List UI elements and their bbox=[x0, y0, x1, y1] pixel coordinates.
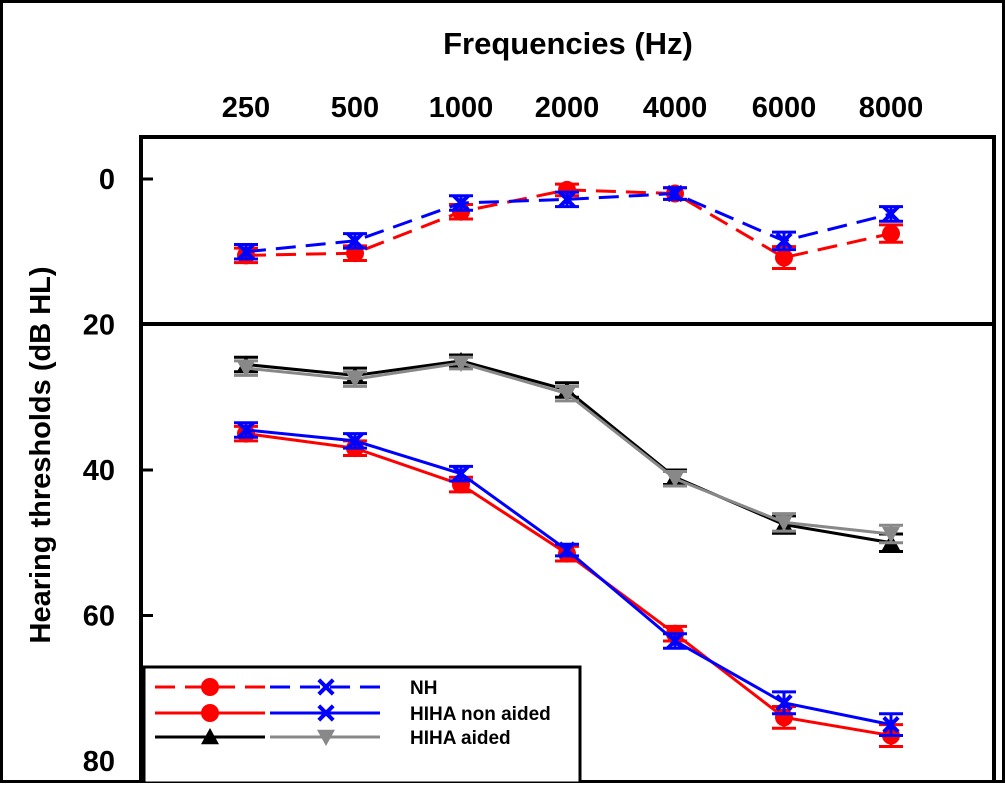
legend-entry: HIHA non aided bbox=[155, 704, 551, 725]
x-tick-label: 6000 bbox=[752, 92, 817, 124]
legend-label: HIHA non aided bbox=[410, 704, 551, 725]
y-axis-label: Hearing thresholds (dB HL) bbox=[25, 266, 57, 643]
legend-marker-right bbox=[317, 678, 335, 696]
data-point bbox=[346, 432, 364, 450]
legend: NH HIHA non aided HIHA aided bbox=[142, 665, 582, 785]
legend-marker-left bbox=[201, 704, 219, 722]
data-point bbox=[666, 471, 684, 488]
x-tick-label: 1000 bbox=[429, 92, 494, 124]
data-point bbox=[882, 205, 900, 223]
data-point bbox=[882, 716, 900, 734]
legend-marker-left bbox=[201, 728, 219, 745]
data-point bbox=[775, 515, 793, 532]
x-tick-label: 8000 bbox=[859, 92, 924, 124]
data-point bbox=[775, 232, 793, 250]
data-point bbox=[558, 190, 576, 208]
legend-label: HIHA aided bbox=[410, 728, 511, 749]
y-tick-label: 40 bbox=[83, 455, 115, 487]
data-point bbox=[346, 371, 364, 389]
x-tick-label: 4000 bbox=[643, 92, 708, 124]
data-point bbox=[452, 355, 470, 373]
legend-marker-left bbox=[201, 678, 219, 696]
data-point bbox=[882, 526, 900, 544]
data-point bbox=[346, 232, 364, 250]
y-tick-label: 80 bbox=[83, 746, 115, 778]
legend-items: NH HIHA non aided HIHA aided bbox=[155, 678, 551, 749]
data-point bbox=[558, 541, 576, 559]
data-point bbox=[775, 248, 793, 267]
data-point bbox=[452, 194, 470, 212]
x-tick-label: 250 bbox=[222, 92, 270, 124]
data-point bbox=[666, 184, 684, 203]
chart-title: Frequencies (Hz) bbox=[443, 26, 693, 61]
legend-marker-right bbox=[317, 729, 335, 746]
series-hiha-aided-right bbox=[234, 355, 903, 545]
y-tick-label: 20 bbox=[83, 310, 115, 342]
data-point bbox=[237, 243, 255, 261]
legend-marker-right bbox=[317, 704, 335, 722]
data-point bbox=[558, 386, 576, 403]
legend-label: NH bbox=[410, 678, 437, 699]
x-axis-ticks: 250 500 1000 2000 4000 6000 8000 bbox=[222, 92, 923, 124]
data-point bbox=[237, 421, 255, 439]
data-point bbox=[237, 360, 255, 378]
series-hiha-non-aided-right bbox=[234, 421, 903, 738]
series-layer bbox=[234, 180, 903, 748]
y-tick-label: 0 bbox=[99, 164, 115, 196]
data-point bbox=[882, 224, 900, 243]
x-tick-label: 2000 bbox=[535, 92, 600, 124]
x-tick-label: 500 bbox=[331, 92, 379, 124]
legend-entry: HIHA aided bbox=[155, 728, 511, 749]
data-point bbox=[666, 632, 684, 650]
legend-entry: NH bbox=[155, 678, 437, 699]
series-nh-right bbox=[234, 184, 903, 261]
data-point bbox=[452, 465, 470, 483]
y-tick-label: 60 bbox=[83, 601, 115, 633]
data-point bbox=[775, 694, 793, 712]
